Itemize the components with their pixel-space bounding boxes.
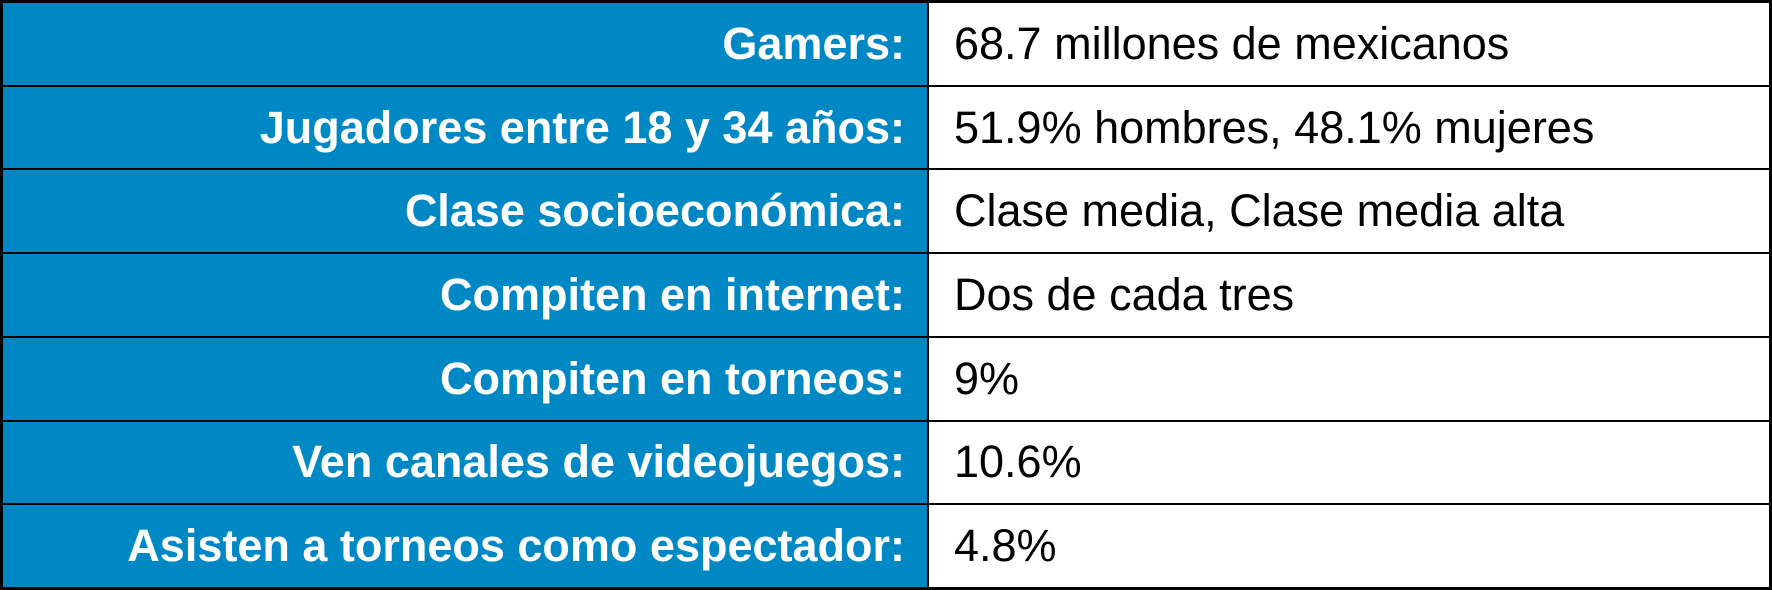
row-value-socioeconomic-class: Clase media, Clase media alta: [929, 170, 1769, 253]
row-label-attend-spectator: Asisten a torneos como espectador:: [3, 505, 927, 587]
row-value-compete-tournaments: 9%: [929, 337, 1769, 420]
row-value-attend-spectator: 4.8%: [929, 505, 1769, 587]
row-label-compete-internet: Compiten en internet:: [3, 254, 927, 336]
row-value-age-players: 51.9% hombres, 48.1% mujeres: [929, 86, 1769, 169]
row-label-watch-channels: Ven canales de videojuegos:: [3, 421, 927, 504]
row-label-socioeconomic-class: Clase socioeconómica:: [3, 170, 927, 253]
row-label-compete-tournaments: Compiten en torneos:: [3, 337, 927, 420]
row-label-gamers: Gamers:: [3, 3, 927, 85]
row-label-age-players: Jugadores entre 18 y 34 años:: [3, 86, 927, 169]
row-value-gamers: 68.7 millones de mexicanos: [929, 3, 1769, 85]
row-value-watch-channels: 10.6%: [929, 421, 1769, 504]
row-value-compete-internet: Dos de cada tres: [929, 254, 1769, 336]
